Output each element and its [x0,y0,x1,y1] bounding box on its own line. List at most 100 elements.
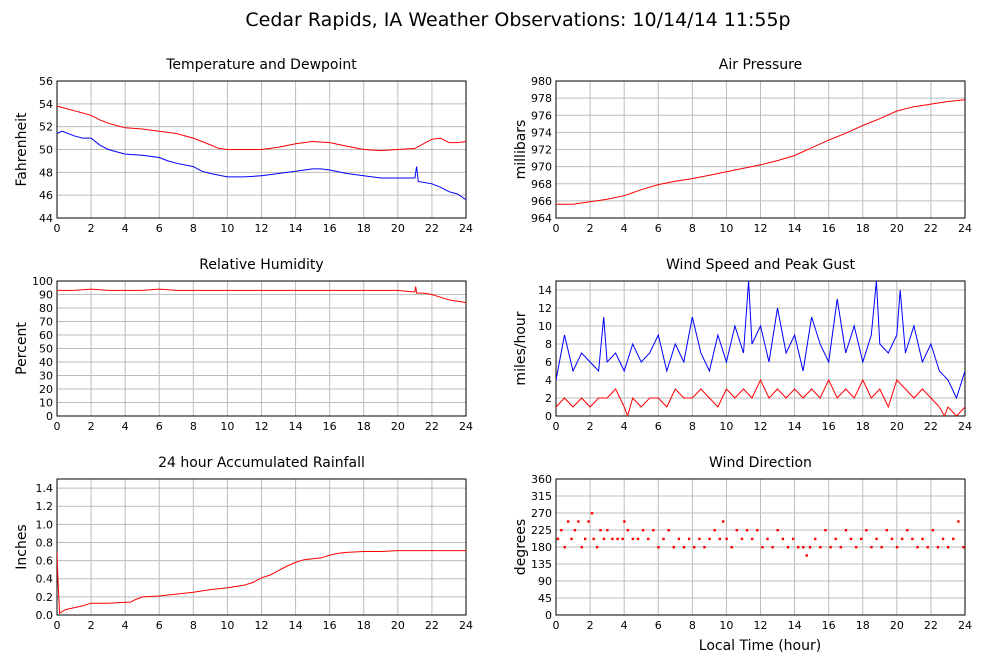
plot-frame [555,478,966,616]
y-tick-label: 1.0 [36,518,54,531]
chart-title: Wind Speed and Peak Gust [666,257,855,273]
data-point [895,546,899,549]
x-tick-label: 4 [621,619,628,632]
y-tick-label: 48 [39,166,53,179]
data-point [819,546,822,549]
data-point [776,529,779,532]
data-point [814,537,817,541]
x-tick-label: 10 [220,222,234,235]
x-tick-label: 0 [553,222,560,235]
data-point [870,546,873,549]
x-tick-label: 12 [754,619,768,632]
x-tick-label: 22 [924,420,938,433]
y-tick-label: 40 [39,356,53,369]
x-tick-label: 20 [391,420,405,433]
data-point [890,537,894,541]
x-tick-label: 18 [357,420,371,433]
data-point [740,537,744,541]
chart-title: Relative Humidity [199,257,323,273]
data-point [590,512,594,515]
x-tick-label: 22 [425,420,439,433]
y-tick-label: 6 [545,356,552,369]
data-point [761,546,764,549]
y-tick-label: 976 [531,109,552,122]
data-point [621,537,624,541]
data-point [849,537,853,541]
y-tick-label: 54 [39,98,53,111]
y-tick-label: 46 [39,189,53,202]
y-axis-label: miles/hour [513,311,529,385]
x-tick-label: 12 [255,619,269,632]
y-tick-label: 180 [531,541,552,554]
data-point [911,537,914,541]
data-point [693,546,696,549]
data-point [657,546,660,549]
data-point [577,520,580,523]
x-tick-label: 2 [587,222,594,235]
y-tick-label: 2 [545,392,552,405]
data-point [573,529,577,532]
data-point [839,546,842,549]
data-point [962,546,965,549]
x-tick-label: 12 [255,222,269,235]
data-point [805,554,808,557]
x-tick-label: 10 [719,420,733,433]
x-tick-label: 4 [122,420,129,433]
data-point [802,546,805,549]
x-tick-label: 6 [655,420,662,433]
data-point [880,546,883,549]
data-point [602,537,606,541]
y-tick-label: 0.6 [36,555,54,568]
x-tick-label: 0 [553,619,560,632]
series-line [57,286,466,304]
y-tick-label: 10 [39,397,53,410]
y-tick-label: 10 [538,320,552,333]
x-tick-label: 22 [924,222,938,235]
x-tick-label: 10 [220,420,234,433]
x-tick-label: 10 [719,222,733,235]
y-tick-label: 0.2 [36,591,54,604]
y-tick-label: 50 [39,144,53,157]
data-point [652,529,655,532]
plot-frame [555,280,966,417]
y-tick-label: 0.4 [36,573,54,586]
x-tick-label: 2 [88,420,95,433]
x-tick-label: 0 [54,619,61,632]
chart-title: Wind Direction [709,455,812,471]
y-tick-label: 60 [39,329,53,342]
data-point [730,546,733,549]
data-point [900,537,904,541]
y-tick-label: 1.4 [36,482,54,495]
x-tick-label: 18 [357,619,371,632]
data-point [745,529,749,532]
data-point [587,520,590,523]
x-tick-label: 6 [655,222,662,235]
x-tick-label: 24 [459,222,473,235]
x-tick-label: 8 [689,222,696,235]
data-point [906,529,909,532]
x-tick-label: 2 [88,222,95,235]
y-tick-label: 52 [39,121,53,134]
x-tick-label: 14 [788,619,802,632]
plot-frame [56,280,467,417]
x-tick-label: 10 [719,619,733,632]
x-tick-label: 14 [289,619,303,632]
data-point [677,537,681,541]
data-point [829,546,832,549]
data-point [771,546,774,549]
x-tick-label: 20 [890,619,904,632]
data-point [606,529,609,532]
x-tick-label: 4 [122,222,129,235]
y-tick-label: 14 [538,284,552,297]
data-point [599,529,602,532]
x-tick-label: 12 [255,420,269,433]
y-tick-label: 270 [531,507,552,520]
y-tick-label: 135 [531,558,552,571]
plot-frame [56,478,467,616]
x-tick-label: 8 [689,420,696,433]
data-point [592,537,595,541]
